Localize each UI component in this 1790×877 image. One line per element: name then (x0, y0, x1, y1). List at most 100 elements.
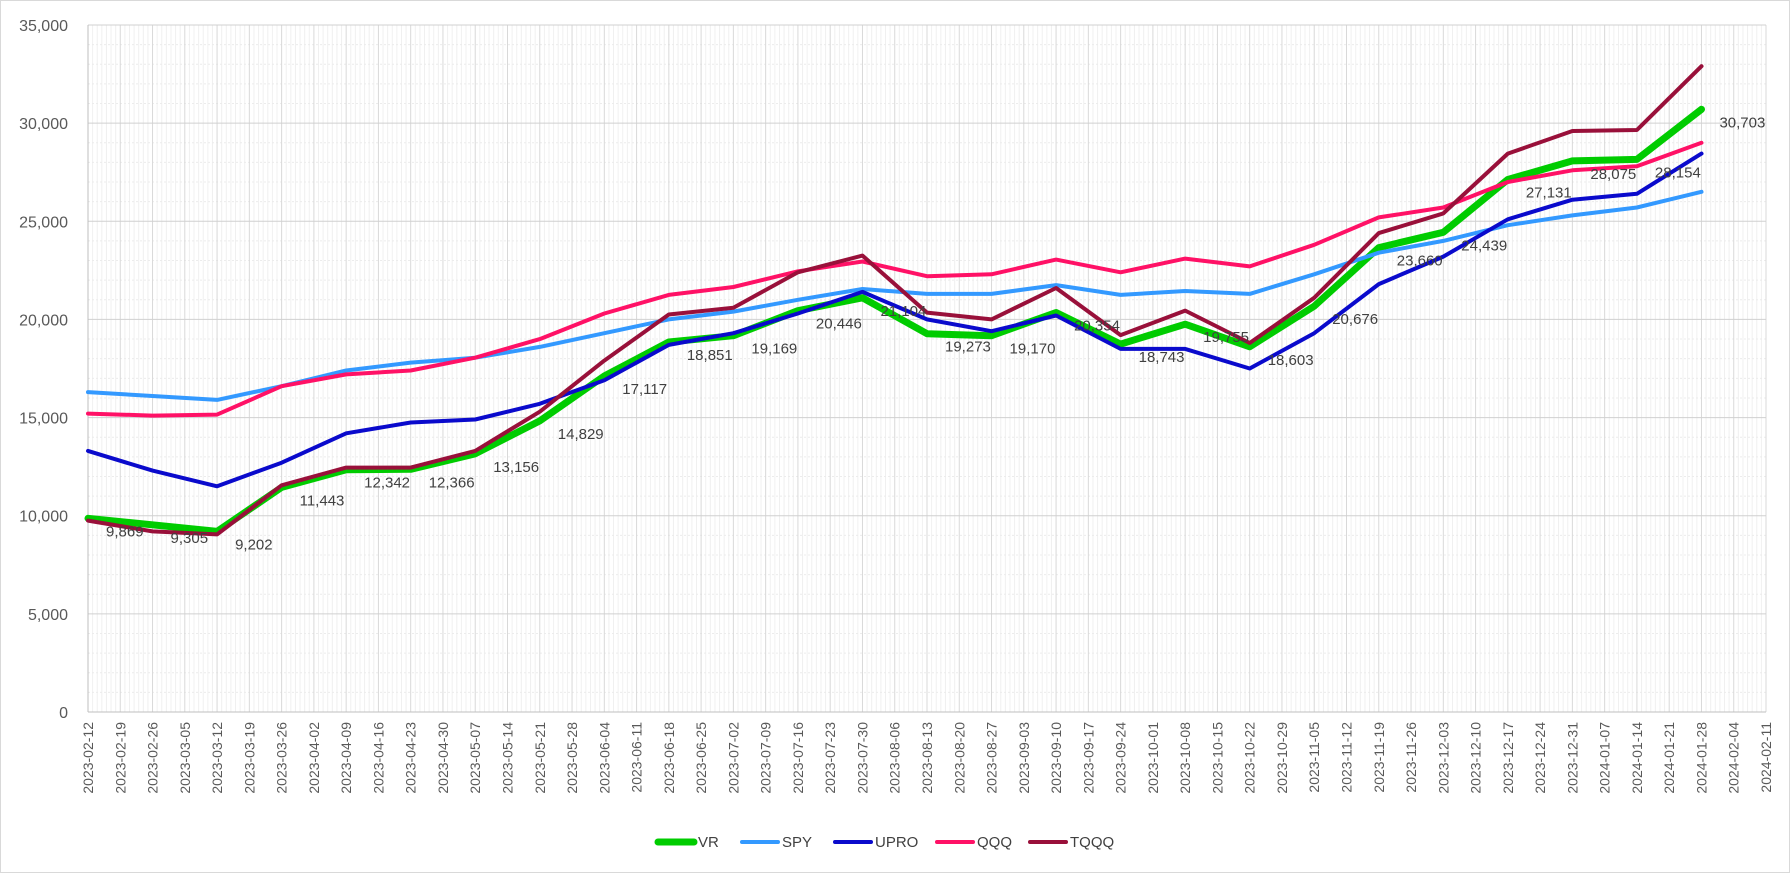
x-axis-ticks: 2023-02-12 2023-02-19 2023-02-26 2023-03-05… (80, 722, 1774, 794)
data-label: 11,443 (300, 492, 345, 509)
legend-item-upro: UPRO (833, 834, 918, 851)
x-tick-label: 2023-03-19 (241, 722, 257, 794)
data-label: 17,117 (622, 381, 667, 398)
x-tick-label: 2023-08-13 (919, 722, 935, 794)
x-tick-label: 2023-04-16 (370, 722, 386, 794)
series-lines (84, 64, 1705, 537)
legend-label: TQQQ (1070, 834, 1114, 851)
data-labels: 9,869 9,305 9,202 11,443 12,342 12,366 13,156 1… (106, 114, 1765, 553)
data-label: 20,676 (1332, 311, 1378, 328)
x-tick-label: 2024-01-14 (1629, 722, 1645, 794)
x-tick-label: 2023-12-31 (1564, 722, 1580, 794)
x-tick-label: 2023-07-16 (790, 722, 806, 794)
x-tick-label: 2023-05-07 (467, 722, 483, 794)
x-tick-label: 2024-01-28 (1693, 722, 1709, 794)
x-tick-label: 2023-06-04 (596, 722, 612, 794)
y-tick-label: 5,000 (28, 607, 68, 624)
data-label: 24,439 (1461, 237, 1507, 254)
x-tick-label: 2023-07-09 (758, 722, 774, 794)
data-label: 12,366 (429, 474, 475, 491)
x-tick-label: 2023-10-22 (1242, 722, 1258, 794)
x-tick-label: 2023-10-08 (1177, 722, 1193, 794)
x-tick-label: 2023-09-10 (1048, 722, 1064, 794)
series-line-spy (86, 189, 1704, 402)
axes (87, 25, 1766, 713)
data-label: 13,156 (493, 459, 539, 476)
legend-item-tqqq: TQQQ (1028, 834, 1114, 851)
data-label: 18,603 (1268, 352, 1314, 369)
x-tick-label: 2023-12-03 (1435, 722, 1451, 794)
x-tick-label: 2023-10-15 (1209, 722, 1225, 794)
x-tick-label: 2024-02-04 (1726, 722, 1742, 794)
legend-item-qqq: QQQ (935, 834, 1012, 851)
data-label: 21,104 (880, 303, 926, 320)
x-tick-label: 2024-01-07 (1597, 722, 1613, 794)
y-tick-label: 10,000 (19, 509, 68, 526)
x-tick-label: 2023-09-17 (1080, 722, 1096, 794)
x-tick-label: 2023-11-26 (1403, 722, 1419, 793)
x-tick-label: 2023-06-25 (693, 722, 709, 794)
y-tick-label: 0 (59, 705, 68, 722)
x-tick-label: 2023-09-03 (1016, 722, 1032, 794)
data-label: 18,743 (1139, 349, 1185, 366)
x-tick-label: 2023-05-28 (564, 722, 580, 794)
x-tick-label: 2023-07-02 (725, 722, 741, 794)
data-label: 19,170 (1010, 341, 1056, 358)
x-tick-label: 2023-12-17 (1500, 722, 1516, 794)
x-tick-label: 2023-07-30 (854, 722, 870, 794)
x-tick-label: 2023-02-19 (112, 722, 128, 794)
data-label: 9,202 (235, 536, 273, 553)
x-tick-label: 2023-03-05 (177, 722, 193, 794)
data-label: 9,869 (106, 523, 144, 540)
y-tick-label: 25,000 (19, 214, 68, 231)
x-tick-label: 2023-03-12 (209, 722, 225, 794)
data-label: 28,075 (1590, 166, 1636, 183)
data-label: 20,446 (816, 316, 862, 333)
x-tick-label: 2024-01-21 (1661, 722, 1677, 794)
x-tick-label: 2023-11-19 (1371, 722, 1387, 793)
legend-item-vr: VR (654, 834, 719, 851)
x-tick-label: 2023-12-10 (1468, 722, 1484, 794)
x-tick-label: 2023-09-24 (1113, 722, 1129, 794)
data-label: 9,305 (171, 530, 209, 547)
x-tick-label: 2024-02-11 (1758, 722, 1774, 793)
x-tick-label: 2023-07-23 (822, 722, 838, 794)
x-tick-label: 2023-08-20 (951, 722, 967, 794)
x-tick-label: 2023-08-27 (984, 722, 1000, 794)
legend-label: QQQ (977, 834, 1012, 851)
y-tick-label: 20,000 (19, 312, 68, 329)
x-tick-label: 2023-05-21 (532, 722, 548, 794)
legend-item-spy: SPY (740, 834, 812, 851)
data-label: 30,703 (1719, 114, 1765, 131)
data-label: 19,273 (945, 339, 991, 356)
x-tick-label: 2023-10-01 (1145, 722, 1161, 794)
legend-label: VR (698, 834, 719, 851)
x-tick-label: 2023-11-05 (1306, 722, 1322, 793)
data-label: 28,154 (1655, 164, 1701, 181)
x-tick-label: 2023-04-30 (435, 722, 451, 794)
x-tick-label: 2023-02-12 (80, 722, 96, 794)
legend-label: UPRO (875, 834, 918, 851)
x-tick-label: 2023-10-29 (1274, 722, 1290, 794)
data-label: 18,851 (687, 347, 733, 364)
x-tick-label: 2023-05-14 (500, 722, 516, 794)
x-tick-label: 2023-04-02 (306, 722, 322, 794)
y-axis-ticks: 0 5,000 10,000 15,000 20,000 25,000 30,000 35,0… (19, 18, 68, 722)
y-tick-label: 30,000 (19, 116, 68, 133)
x-tick-label: 2023-06-18 (661, 722, 677, 794)
x-tick-label: 2023-04-09 (338, 722, 354, 794)
legend: VR SPY UPRO QQQ TQQQ (654, 834, 1114, 851)
data-label: 19,755 (1203, 329, 1249, 346)
data-label: 20,354 (1074, 317, 1120, 334)
y-tick-label: 15,000 (19, 411, 68, 428)
x-tick-label: 2023-06-11 (629, 722, 645, 793)
y-tick-label: 35,000 (19, 18, 68, 35)
grid-lines (87, 24, 1767, 713)
data-label: 27,131 (1526, 184, 1572, 201)
data-label: 23,660 (1397, 253, 1443, 270)
x-tick-label: 2023-11-12 (1339, 722, 1355, 793)
data-label: 12,342 (364, 475, 410, 492)
series-line-qqq (86, 140, 1704, 418)
